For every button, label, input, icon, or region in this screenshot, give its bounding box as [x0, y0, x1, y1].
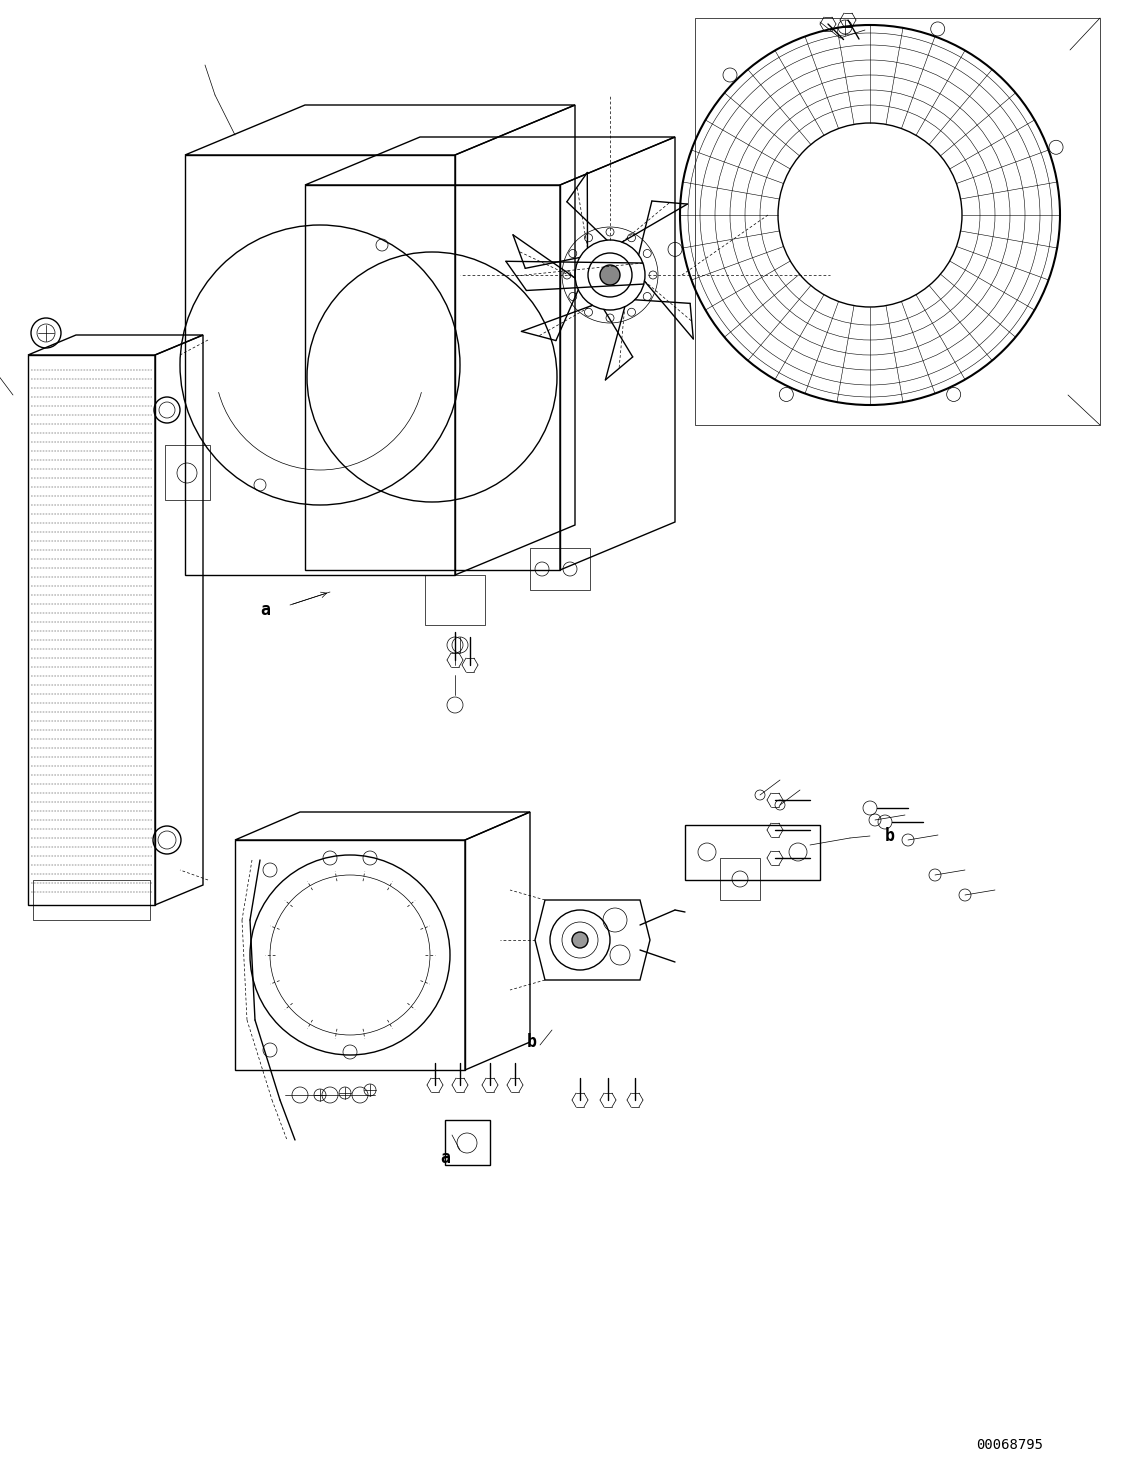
Circle shape [600, 265, 621, 285]
Text: b: b [885, 827, 895, 845]
Circle shape [572, 933, 588, 949]
Text: a: a [260, 602, 270, 619]
Text: 00068795: 00068795 [976, 1438, 1044, 1452]
Text: a: a [440, 1149, 450, 1167]
Text: b: b [526, 1034, 537, 1051]
